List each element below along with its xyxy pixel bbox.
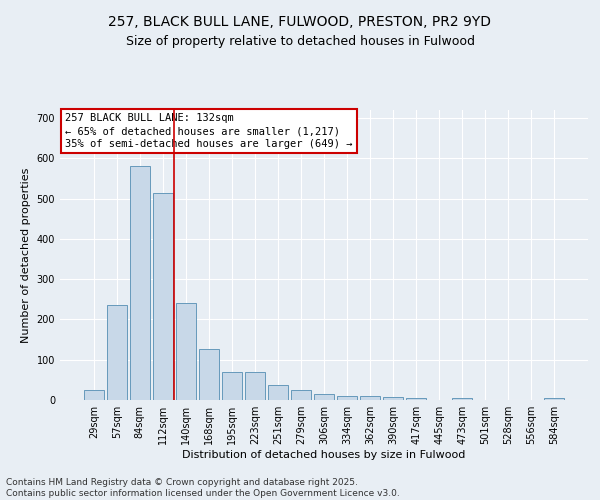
Bar — [268, 384, 288, 400]
Text: Size of property relative to detached houses in Fulwood: Size of property relative to detached ho… — [125, 35, 475, 48]
Bar — [360, 396, 380, 400]
Bar — [452, 398, 472, 400]
Bar — [544, 398, 564, 400]
X-axis label: Distribution of detached houses by size in Fulwood: Distribution of detached houses by size … — [182, 450, 466, 460]
Bar — [199, 349, 218, 400]
Bar — [314, 394, 334, 400]
Bar — [130, 166, 149, 400]
Bar — [107, 306, 127, 400]
Text: 257 BLACK BULL LANE: 132sqm
← 65% of detached houses are smaller (1,217)
35% of : 257 BLACK BULL LANE: 132sqm ← 65% of det… — [65, 113, 353, 150]
Bar — [406, 398, 426, 400]
Text: Contains HM Land Registry data © Crown copyright and database right 2025.
Contai: Contains HM Land Registry data © Crown c… — [6, 478, 400, 498]
Bar — [153, 192, 173, 400]
Bar — [176, 302, 196, 400]
Bar — [245, 372, 265, 400]
Text: 257, BLACK BULL LANE, FULWOOD, PRESTON, PR2 9YD: 257, BLACK BULL LANE, FULWOOD, PRESTON, … — [109, 15, 491, 29]
Bar — [291, 390, 311, 400]
Y-axis label: Number of detached properties: Number of detached properties — [21, 168, 31, 342]
Bar — [222, 372, 242, 400]
Bar — [84, 390, 104, 400]
Bar — [383, 397, 403, 400]
Bar — [337, 396, 357, 400]
